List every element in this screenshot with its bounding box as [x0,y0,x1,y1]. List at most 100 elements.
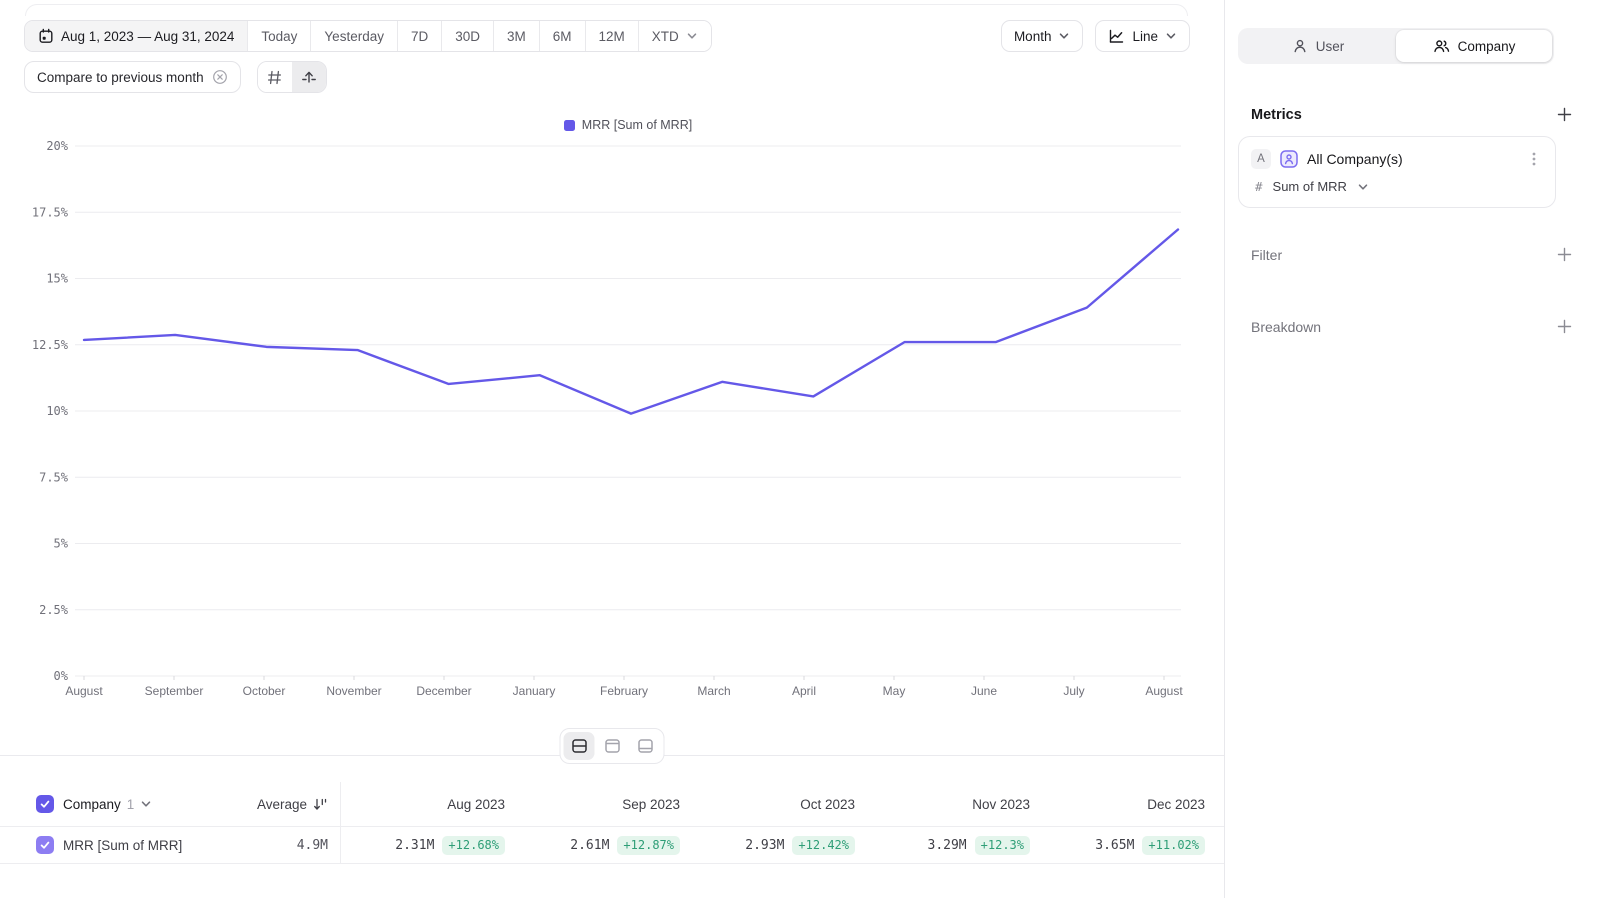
metric-letter-badge: A [1251,149,1271,169]
add-breakdown-button[interactable] [1554,316,1575,337]
group-label: Company [63,796,121,812]
chevron-down-icon [1358,183,1368,190]
split-view-icon [571,739,587,753]
group-count: 1 [126,796,135,812]
svg-text:7.5%: 7.5% [39,470,69,484]
svg-text:5%: 5% [54,537,69,551]
plus-icon [1557,319,1572,334]
toolbar: Aug 1, 2023 — Aug 31, 2024 Today Yesterd… [24,20,1190,52]
chevron-down-icon [687,33,697,39]
column-header-sep-2023: Sep 2023 [622,796,680,812]
cell-nov-2023: 3.29M +12.3% [928,827,1030,863]
metric-row-average: 4.9M [296,837,328,853]
check-icon [40,800,50,808]
aggregation-label: Sum of MRR [1272,179,1347,194]
grid-toggle-button[interactable] [257,62,292,92]
date-range-label: Aug 1, 2023 — Aug 31, 2024 [61,28,235,44]
preset-30d[interactable]: 30D [441,21,493,51]
column-header-oct-2023: Oct 2023 [800,796,855,812]
preset-7d[interactable]: 7D [396,21,442,51]
row-checkbox-cell [36,827,54,863]
remove-compare-icon[interactable] [212,69,228,85]
svg-text:20%: 20% [46,139,68,153]
annotations-toggle-button[interactable] [291,62,326,92]
column-header-nov-2023: Nov 2023 [972,796,1030,812]
entity-tabs: User Company [1238,28,1554,64]
compare-chip[interactable]: Compare to previous month [24,61,241,93]
chart-view-icon [604,739,620,753]
calendar-icon [39,28,53,43]
breakdown-section: Breakdown [1251,316,1575,337]
breakdown-label: Breakdown [1251,318,1322,335]
metric-card-header: A All Company(s) [1251,149,1543,169]
svg-text:2.5%: 2.5% [39,603,69,617]
metric-card[interactable]: A All Company(s) # Sum of MRR [1238,136,1556,208]
date-range-button[interactable]: Aug 1, 2023 — Aug 31, 2024 [25,21,248,51]
tab-user[interactable]: User [1240,30,1396,62]
cell-dec-2023: 3.65M +11.02% [1095,827,1205,863]
tab-company[interactable]: Company [1396,30,1552,62]
delta-badge: +12.3% [974,835,1030,855]
svg-text:17.5%: 17.5% [32,205,69,219]
plus-icon [1557,107,1572,122]
legend-label: MRR [Sum of MRR] [581,118,693,132]
row-checkbox[interactable] [36,836,54,854]
delta-badge: +12.42% [792,835,855,855]
config-sidebar: User Company Metrics A All Company(s) [1224,0,1600,898]
preset-yesterday[interactable]: Yesterday [310,21,397,51]
granularity-label: Month [1013,28,1052,44]
average-label: Average [256,796,307,812]
average-sort-header[interactable]: Average [257,782,328,826]
svg-text:10%: 10% [46,404,68,418]
preset-12m[interactable]: 12M [584,21,638,51]
layout-table-view-button[interactable] [630,732,661,760]
svg-text:August: August [65,684,103,698]
metric-options-button[interactable] [1525,149,1543,169]
hash-icon: # [1255,179,1263,194]
svg-text:May: May [883,684,906,698]
table-row: MRR [Sum of MRR] 4.9M 2.31M +12.68% 2.61… [0,826,1224,864]
chart-type-dropdown[interactable]: Line [1095,20,1190,52]
chart-type-label: Line [1132,28,1158,44]
line-chart-icon [1110,29,1124,43]
company-metric-icon [1280,150,1298,168]
add-metric-button[interactable] [1554,104,1575,125]
column-header-dec-2023: Dec 2023 [1147,796,1205,812]
cell-oct-2023: 2.93M +12.42% [745,827,855,863]
granularity-dropdown[interactable]: Month [1000,20,1084,52]
aggregation-dropdown[interactable]: # Sum of MRR [1251,179,1543,194]
table-view-icon [637,739,653,753]
plus-icon [1557,247,1572,262]
layout-chart-view-button[interactable] [597,732,628,760]
legend-swatch [563,119,575,131]
cell-value: 2.31M [395,837,435,853]
group-by-dropdown[interactable]: Company 1 [63,782,152,826]
kebab-menu-icon [1532,152,1536,166]
svg-text:0%: 0% [54,669,69,683]
preset-xtd-label: XTD [651,28,679,44]
sort-descending-icon [314,798,327,810]
layout-split-view-button[interactable] [563,732,595,760]
filter-section: Filter [1251,244,1575,265]
tab-user-label: User [1315,38,1345,54]
svg-text:August: August [1145,684,1183,698]
column-header-aug-2023: Aug 2023 [447,796,505,812]
metric-row-name: MRR [Sum of MRR] [63,837,183,853]
svg-text:December: December [416,684,471,698]
tab-company-label: Company [1457,38,1516,54]
preset-today[interactable]: Today [247,21,311,51]
preset-3m[interactable]: 3M [493,21,539,51]
preset-xtd-dropdown[interactable]: XTD [637,21,711,51]
svg-text:November: November [326,684,381,698]
chart-area: Aug 1, 2023 — Aug 31, 2024 Today Yesterd… [0,4,1224,864]
compare-chip-label: Compare to previous month [37,69,204,85]
preset-6m[interactable]: 6M [538,21,585,51]
svg-text:April: April [792,684,816,698]
date-preset-group: Aug 1, 2023 — Aug 31, 2024 Today Yesterd… [24,20,712,52]
table-header: Company 1 Average Aug 2023 Sep 2023 Oct … [0,782,1224,826]
select-all-checkbox[interactable] [36,795,54,813]
add-filter-button[interactable] [1554,244,1575,265]
layout-toggle-group [559,728,665,764]
svg-text:July: July [1063,684,1084,698]
